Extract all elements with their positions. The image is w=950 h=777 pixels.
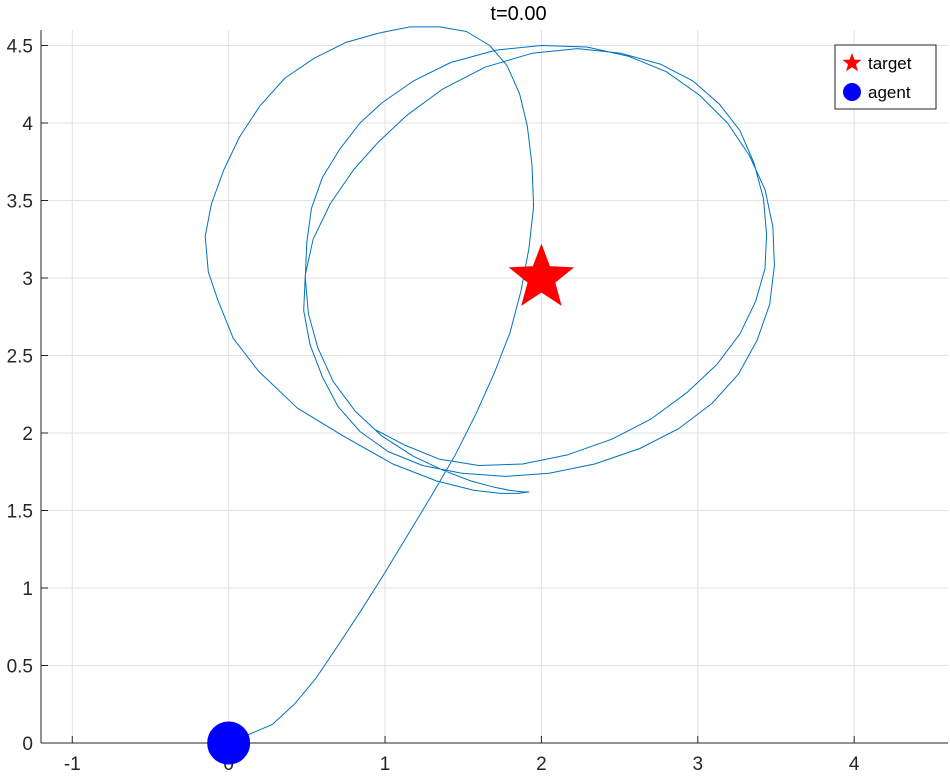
- x-tick-label: 4: [849, 754, 860, 775]
- agent-marker: [207, 721, 251, 765]
- legend-label: agent: [868, 83, 911, 102]
- axes: [40, 30, 948, 744]
- legend: target agent: [834, 44, 937, 110]
- grid-lines: [41, 30, 948, 744]
- x-tick-label: 1: [380, 754, 391, 775]
- y-tick-label: 0.5: [7, 657, 33, 678]
- target-marker: [508, 243, 575, 306]
- y-tick-label: 1: [22, 579, 33, 600]
- y-tick-label: 1.5: [7, 502, 33, 523]
- series: [204, 26, 775, 765]
- legend-circle-icon: [843, 83, 861, 101]
- x-tick-label: 2: [536, 754, 547, 775]
- y-tick-label: 3: [22, 269, 33, 290]
- tick-labels: -10123400.511.522.533.544.5: [7, 37, 860, 776]
- legend-label: target: [868, 54, 912, 73]
- y-tick-label: 4.5: [7, 37, 33, 58]
- trajectory-line: [204, 26, 775, 744]
- legend-star-icon: [842, 53, 862, 72]
- x-tick-label: 3: [693, 754, 704, 775]
- y-tick-label: 0: [22, 734, 33, 755]
- chart-title: t=0.00: [490, 3, 546, 25]
- y-tick-label: 2.5: [7, 347, 33, 368]
- x-tick-label: -1: [64, 754, 81, 775]
- y-tick-label: 2: [22, 424, 33, 445]
- y-tick-label: 3.5: [7, 192, 33, 213]
- y-tick-label: 4: [22, 114, 33, 135]
